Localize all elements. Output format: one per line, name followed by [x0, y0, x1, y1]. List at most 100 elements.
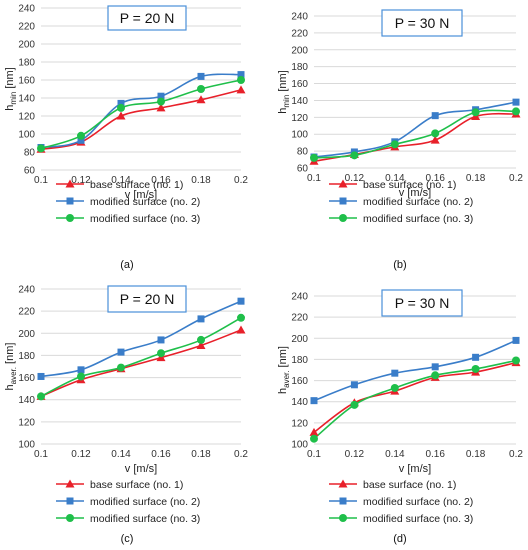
- chart-panel: 100 120 140 160 180 200 220 240 0.1 0.12 0.14 0.16 0…: [4, 285, 248, 546]
- annotation-text: P = 20 N: [120, 10, 175, 26]
- data-point: [512, 107, 520, 116]
- legend-marker: [338, 479, 348, 488]
- x-tick-label: 0.1: [34, 175, 48, 186]
- data-point: [430, 135, 440, 144]
- data-point: [431, 371, 440, 380]
- y-axis-label-main: h: [4, 105, 16, 111]
- legend-label: modified surface (no. 3): [90, 213, 200, 225]
- data-point: [390, 383, 399, 392]
- data-point: [116, 111, 126, 120]
- data-point: [77, 136, 85, 144]
- data-point: [237, 76, 245, 84]
- data-point: [197, 85, 205, 93]
- data-point: [196, 95, 206, 104]
- x-tick-label: 0.16: [151, 449, 171, 460]
- data-point: [237, 71, 245, 79]
- y-axis-label: hmin [nm]: [4, 67, 18, 110]
- y-tick-label: 60: [24, 166, 36, 177]
- data-point: [237, 313, 245, 322]
- x-tick-label: 0.14: [111, 175, 131, 186]
- data-point: [471, 108, 480, 117]
- y-tick-label: 120: [18, 112, 35, 123]
- x-tick-label: 0.18: [191, 449, 211, 460]
- chart-panel: 60 80 100 120 140 160 180 200 220 240 0.1 0.12 0.14 0…: [277, 9, 523, 271]
- data-point: [77, 366, 85, 374]
- y-axis-label-unit: [nm]: [4, 343, 16, 367]
- y-axis-label-sub: min: [282, 95, 291, 108]
- y-tick-label: 240: [18, 4, 35, 15]
- data-point: [37, 372, 45, 380]
- legend-label: base surface (no. 1): [363, 179, 456, 191]
- x-tick-label: 0.12: [345, 173, 365, 184]
- legend-marker: [65, 479, 75, 488]
- x-tick-label: 0.2: [234, 449, 248, 460]
- x-tick-label: 0.2: [509, 173, 523, 184]
- annotation-box: [107, 5, 187, 31]
- x-tick-label: 0.2: [509, 449, 523, 460]
- y-tick-label: 100: [291, 130, 308, 141]
- data-point: [472, 353, 480, 361]
- annotation-text: P = 20 N: [120, 291, 175, 307]
- y-tick-label: 220: [291, 313, 308, 324]
- data-point: [37, 144, 45, 153]
- y-tick-label: 120: [291, 418, 308, 429]
- x-tick-label: 0.2: [234, 175, 248, 186]
- y-tick-label: 240: [291, 12, 308, 23]
- series-line: [40, 89, 242, 151]
- y-tick-label: 140: [18, 395, 35, 406]
- annotation-box: [381, 289, 463, 317]
- series-line: [40, 300, 242, 378]
- y-axis-label: hmin [nm]: [277, 70, 291, 113]
- y-axis-label-unit: [nm]: [277, 70, 289, 94]
- legend-marker: [66, 514, 74, 522]
- series-line: [40, 329, 242, 398]
- legend-label: modified surface (no. 3): [90, 513, 200, 525]
- data-point: [350, 400, 359, 409]
- annotation-box: [107, 285, 187, 313]
- y-tick-label: 240: [18, 285, 35, 296]
- x-tick-label: 0.16: [425, 173, 445, 184]
- y-axis-label-main: h: [277, 108, 289, 114]
- y-tick-label: 160: [291, 376, 308, 387]
- y-tick-label: 220: [18, 22, 35, 33]
- x-tick-label: 0.12: [345, 449, 365, 460]
- y-tick-label: 140: [291, 397, 308, 408]
- x-tick-label: 0.14: [385, 173, 405, 184]
- y-axis-label-sub: aver.: [9, 367, 18, 384]
- y-tick-label: 180: [291, 355, 308, 366]
- legend-label: modified surface (no. 2): [90, 196, 200, 208]
- y-tick-label: 200: [18, 329, 35, 340]
- data-point: [431, 112, 439, 120]
- panel-label: (a): [120, 259, 133, 271]
- legend-label: base surface (no. 1): [90, 179, 183, 191]
- x-tick-label: 0.1: [34, 449, 48, 460]
- y-tick-label: 80: [297, 147, 309, 158]
- y-tick-label: 140: [18, 94, 35, 105]
- data-point: [471, 364, 480, 373]
- data-point: [157, 92, 165, 100]
- y-tick-label: 200: [18, 40, 35, 51]
- data-point: [236, 85, 246, 94]
- legend-label: modified surface (no. 2): [363, 196, 473, 208]
- legend-label: modified surface (no. 3): [363, 213, 473, 225]
- legend-label: base surface (no. 1): [90, 479, 183, 491]
- series-line: [40, 79, 242, 150]
- y-tick-label: 160: [18, 373, 35, 384]
- y-axis-label-main: h: [4, 384, 16, 390]
- data-point: [512, 98, 520, 106]
- data-point: [197, 315, 205, 323]
- data-point: [117, 348, 125, 356]
- data-point: [156, 103, 166, 112]
- series-line: [313, 361, 517, 434]
- y-axis-label-unit: [nm]: [4, 67, 16, 91]
- y-tick-label: 100: [291, 440, 308, 451]
- y-tick-label: 200: [291, 45, 308, 56]
- y-tick-label: 80: [24, 148, 36, 159]
- legend-marker: [339, 497, 347, 505]
- x-tick-label: 0.1: [307, 449, 321, 460]
- data-point: [390, 140, 399, 149]
- data-point: [237, 297, 245, 305]
- y-tick-label: 240: [291, 292, 308, 303]
- legend-label: modified surface (no. 2): [90, 496, 200, 508]
- legend-marker: [65, 179, 75, 188]
